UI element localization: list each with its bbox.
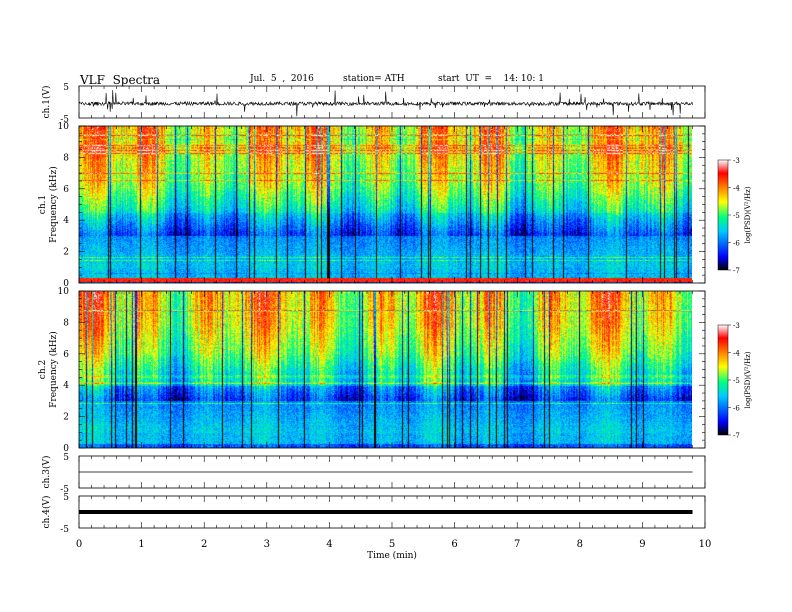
y-tick-label: 10 bbox=[58, 287, 70, 297]
x-tick-label: 5 bbox=[389, 539, 395, 550]
y-tick-label: -5 bbox=[60, 485, 69, 495]
x-tick-label: 0 bbox=[76, 539, 82, 550]
colorbar-tick-label: -7 bbox=[733, 432, 740, 440]
y-axis-label: Frequency (kHz) bbox=[48, 331, 59, 408]
y-tick-label: 0 bbox=[63, 444, 69, 454]
y-tick-label: 2 bbox=[63, 413, 69, 423]
colorbar bbox=[717, 324, 729, 436]
colorbar-tick-label: -3 bbox=[733, 157, 740, 165]
colorbar-tick-label: -6 bbox=[733, 240, 740, 248]
y-tick-label: -5 bbox=[60, 115, 69, 125]
x-tick-label: 8 bbox=[577, 539, 583, 550]
colorbar-tick-label: -4 bbox=[733, 185, 740, 193]
y-axis-label: ch.1 bbox=[38, 195, 48, 214]
x-tick-label: 3 bbox=[264, 539, 270, 550]
y-tick-label: 5 bbox=[63, 453, 69, 463]
x-tick-label: 10 bbox=[699, 539, 712, 550]
y-tick-label: 5 bbox=[63, 493, 69, 503]
y-axis-label: ch.2 bbox=[38, 360, 48, 379]
colorbar-tick-label: -5 bbox=[733, 377, 740, 385]
x-tick-label: 6 bbox=[451, 539, 457, 550]
y-tick-label: 4 bbox=[63, 216, 69, 226]
x-axis-label: Time (min) bbox=[367, 550, 417, 561]
axes-layer bbox=[78, 85, 731, 529]
start-ut-label: start UT = 14: 10: 1 bbox=[438, 74, 544, 84]
y-tick-label: -5 bbox=[60, 525, 69, 535]
y-axis-label: ch.3(V) bbox=[41, 456, 52, 489]
station-label: station= ATH bbox=[343, 74, 405, 84]
colorbar-tick-label: -7 bbox=[733, 267, 740, 275]
figure-title: VLF Spectra bbox=[80, 73, 161, 87]
y-tick-label: 4 bbox=[63, 381, 69, 391]
y-tick-label: 8 bbox=[63, 153, 69, 163]
y-tick-label: 6 bbox=[63, 185, 69, 195]
colorbar-tick-label: -3 bbox=[733, 322, 740, 330]
x-tick-label: 2 bbox=[201, 539, 207, 550]
colorbar bbox=[717, 159, 729, 271]
text-layer: 5-5ch.1(V)5-5ch.3(V)5-5ch.4(V)0246810ch.… bbox=[38, 83, 752, 561]
colorbar-tick-label: -6 bbox=[733, 405, 740, 413]
ch2-spectrogram bbox=[79, 291, 692, 448]
x-tick-label: 4 bbox=[326, 539, 332, 550]
x-tick-label: 1 bbox=[138, 539, 144, 550]
colorbar-label: log(PSD)(V²/Hz) bbox=[744, 351, 752, 408]
spectrogram-layer bbox=[79, 126, 692, 448]
y-tick-label: 2 bbox=[63, 248, 69, 258]
y-axis-label: ch.1(V) bbox=[41, 86, 52, 119]
y-tick-label: 0 bbox=[63, 279, 69, 289]
y-axis-label: ch.4(V) bbox=[41, 496, 52, 529]
y-tick-label: 10 bbox=[58, 122, 70, 132]
y-tick-label: 5 bbox=[63, 83, 69, 93]
y-tick-label: 8 bbox=[63, 318, 69, 328]
ch1-spectrogram bbox=[79, 126, 692, 283]
y-tick-label: 6 bbox=[63, 350, 69, 360]
ch1-trace bbox=[78, 90, 693, 117]
x-tick-label: 9 bbox=[639, 539, 645, 550]
colorbar-tick-label: -4 bbox=[733, 350, 740, 358]
waveform-layer bbox=[78, 90, 693, 514]
colorbar-label: log(PSD)(V²/Hz) bbox=[744, 186, 752, 243]
y-axis-label: Frequency (kHz) bbox=[48, 166, 59, 243]
x-tick-label: 7 bbox=[514, 539, 520, 550]
colorbar-tick-label: -5 bbox=[733, 212, 740, 220]
date-label: Jul. 5 , 2016 bbox=[250, 74, 314, 84]
